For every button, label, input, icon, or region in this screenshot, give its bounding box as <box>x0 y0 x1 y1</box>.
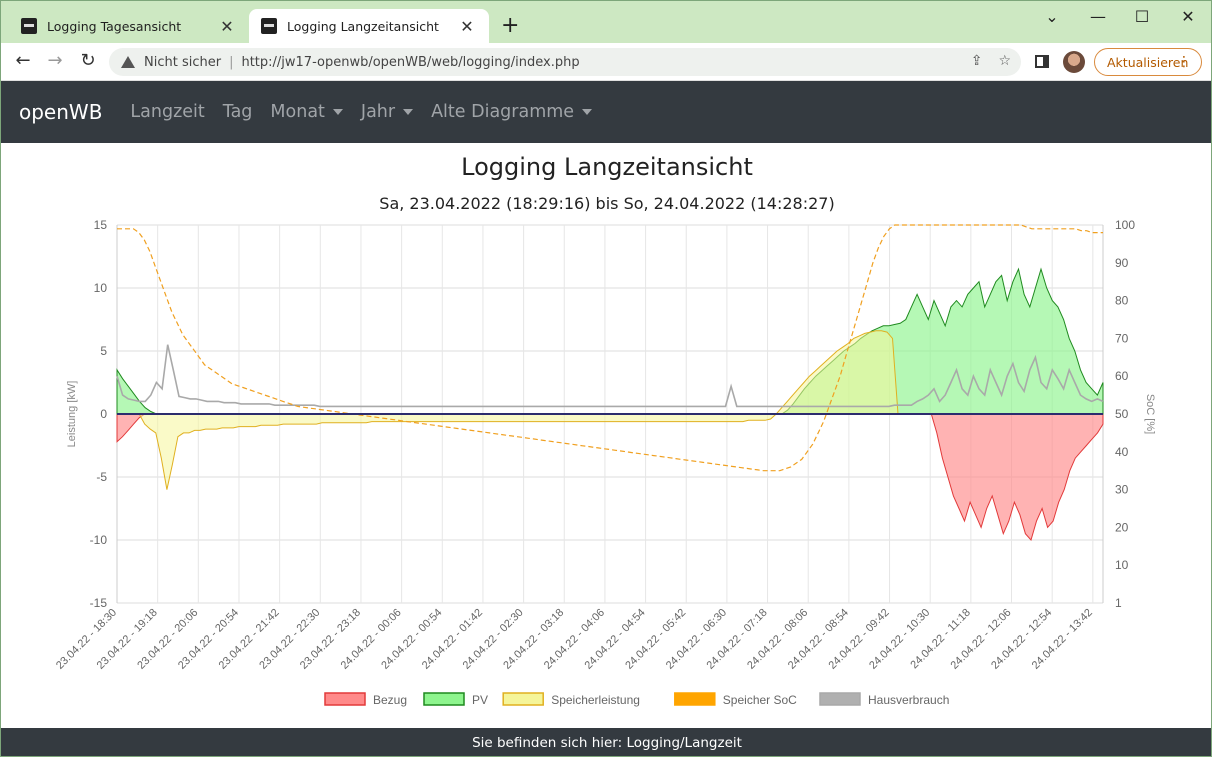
update-button[interactable]: Aktualisieren ⋮ <box>1094 48 1202 76</box>
legend-swatch <box>423 692 465 706</box>
nav-label: Monat <box>270 102 325 122</box>
more-menu-icon[interactable]: ⋮ <box>1177 54 1191 70</box>
y-tick-left: -5 <box>96 470 107 484</box>
y-axis-left-title: Leistung [kW] <box>66 381 78 448</box>
y-tick-right: 20 <box>1115 520 1129 534</box>
forward-button[interactable]: → <box>47 50 63 71</box>
tab-langzeitansicht[interactable]: Logging Langzeitansicht ✕ <box>249 9 489 43</box>
reload-button[interactable]: ↻ <box>80 50 96 71</box>
warning-icon[interactable] <box>121 56 135 68</box>
page-title: Logging Langzeitansicht <box>461 153 753 181</box>
address-bar[interactable]: Nicht sicher | http://jw17-openwb/openWB… <box>109 48 1021 76</box>
y-tick-right: 40 <box>1115 445 1129 459</box>
legend-swatch <box>674 692 716 706</box>
y-tick-right: 80 <box>1115 294 1129 308</box>
caret-down-icon <box>332 109 343 115</box>
browser-toolbar: ← → ↻ Nicht sicher | http://jw17-openwb/… <box>1 43 1211 81</box>
caret-down-icon <box>582 109 593 115</box>
y-axis-right-title: SoC [%] <box>1144 394 1156 434</box>
page-subtitle: Sa, 23.04.2022 (18:29:16) bis So, 24.04.… <box>379 194 835 213</box>
tab-strip: Logging Tagesansicht ✕ Logging Langzeita… <box>1 1 1211 43</box>
minimize-button[interactable]: — <box>1090 7 1106 26</box>
caret-down-icon <box>403 109 414 115</box>
y-tick-right: 60 <box>1115 369 1129 383</box>
side-panel-icon[interactable] <box>1035 55 1049 68</box>
url-text[interactable]: http://jw17-openwb/openWB/web/logging/in… <box>241 54 580 70</box>
nav-alte-diagramme-dropdown[interactable]: Alte Diagramme <box>431 102 593 122</box>
series-pv-area <box>116 267 1104 415</box>
close-window-button[interactable]: ✕ <box>1181 7 1195 26</box>
profile-avatar[interactable] <box>1063 51 1085 73</box>
security-label[interactable]: Nicht sicher <box>144 54 222 70</box>
nav-monat-dropdown[interactable]: Monat <box>270 102 343 122</box>
y-tick-left: 5 <box>100 344 107 358</box>
breadcrumb-footer: Sie befinden sich hier: Logging/Langzeit <box>1 728 1211 756</box>
app-navbar: openWB Langzeit Tag Monat Jahr Alte Diag… <box>1 81 1211 143</box>
tab-title: Logging Tagesansicht <box>47 18 182 34</box>
legend-swatch <box>819 692 861 706</box>
y-tick-right: 10 <box>1115 558 1129 572</box>
nav-label: Alte Diagramme <box>431 102 575 122</box>
back-button[interactable]: ← <box>15 50 31 71</box>
brand-logo[interactable]: openWB <box>19 100 103 124</box>
new-tab-button[interactable]: + <box>501 13 520 38</box>
tab-title: Logging Langzeitansicht <box>287 18 439 34</box>
y-tick-right: 30 <box>1115 483 1129 497</box>
separator: | <box>229 54 234 70</box>
legend-swatch <box>502 692 544 706</box>
nav-langzeit[interactable]: Langzeit <box>130 102 204 122</box>
legend-label: PV <box>472 693 488 707</box>
y-tick-right: 70 <box>1115 331 1129 345</box>
maximize-button[interactable]: ☐ <box>1134 7 1150 26</box>
legend-label: Speicher SoC <box>723 693 797 707</box>
close-tab-icon[interactable]: ✕ <box>460 16 474 36</box>
legend-swatch <box>324 692 366 706</box>
y-tick-right: 100 <box>1115 218 1135 232</box>
y-tick-left: 15 <box>94 218 108 232</box>
nav-jahr-dropdown[interactable]: Jahr <box>360 102 414 122</box>
nav-tag[interactable]: Tag <box>223 102 253 122</box>
tab-tagesansicht[interactable]: Logging Tagesansicht ✕ <box>9 9 249 43</box>
nav-label: Tag <box>222 102 253 122</box>
update-label: Aktualisieren <box>1107 54 1189 70</box>
legend-label: Bezug <box>373 693 407 707</box>
omnibox-actions: ⇪ ☆ <box>971 53 1011 69</box>
y-tick-left: 10 <box>94 281 108 295</box>
y-tick-right: 50 <box>1115 407 1129 421</box>
series-hausverbrauch-line <box>116 344 1104 408</box>
y-tick-right: 90 <box>1115 256 1129 270</box>
y-tick-left: -10 <box>90 533 108 547</box>
series-speicher-soc-line <box>117 224 1103 472</box>
y-tick-left: -15 <box>90 596 108 610</box>
bookmark-star-icon[interactable]: ☆ <box>998 53 1011 69</box>
y-tick-left: 0 <box>100 407 107 421</box>
legend-label: Speicherleistung <box>551 693 640 707</box>
y-tick-right: 1 <box>1115 596 1122 610</box>
nav-label: Jahr <box>360 102 396 122</box>
legend-label: Hausverbrauch <box>868 693 949 707</box>
share-icon[interactable]: ⇪ <box>970 53 983 69</box>
tab-search-icon[interactable]: ⌄ <box>1045 7 1059 26</box>
nav-label: Langzeit <box>130 102 205 122</box>
openwb-favicon-icon <box>21 18 37 34</box>
close-tab-icon[interactable]: ✕ <box>220 16 234 36</box>
logging-chart[interactable]: 151050-5-10-15100908070605040302010123.0… <box>1 211 1212 721</box>
openwb-favicon-icon <box>261 18 277 34</box>
